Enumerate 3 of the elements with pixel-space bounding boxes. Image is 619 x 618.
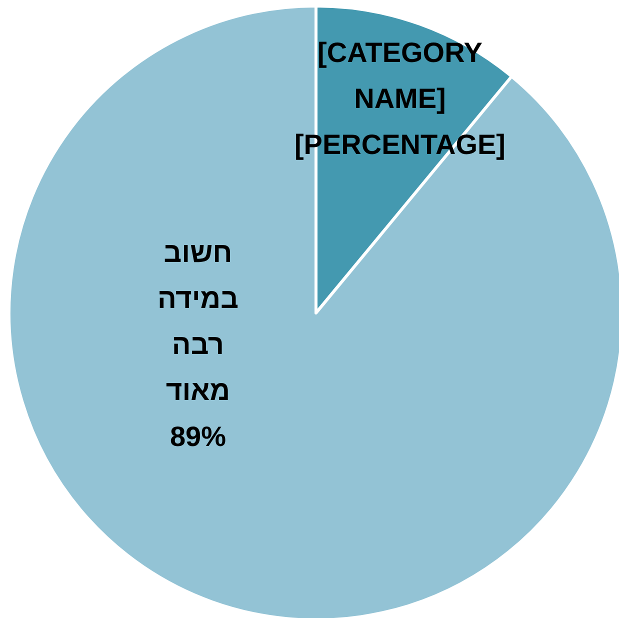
data-label: 89% [170,421,226,452]
slice-label: [CATEGORY NAME] [318,37,483,114]
slice-label: חשוב במידה רבה מאוד [157,237,239,406]
